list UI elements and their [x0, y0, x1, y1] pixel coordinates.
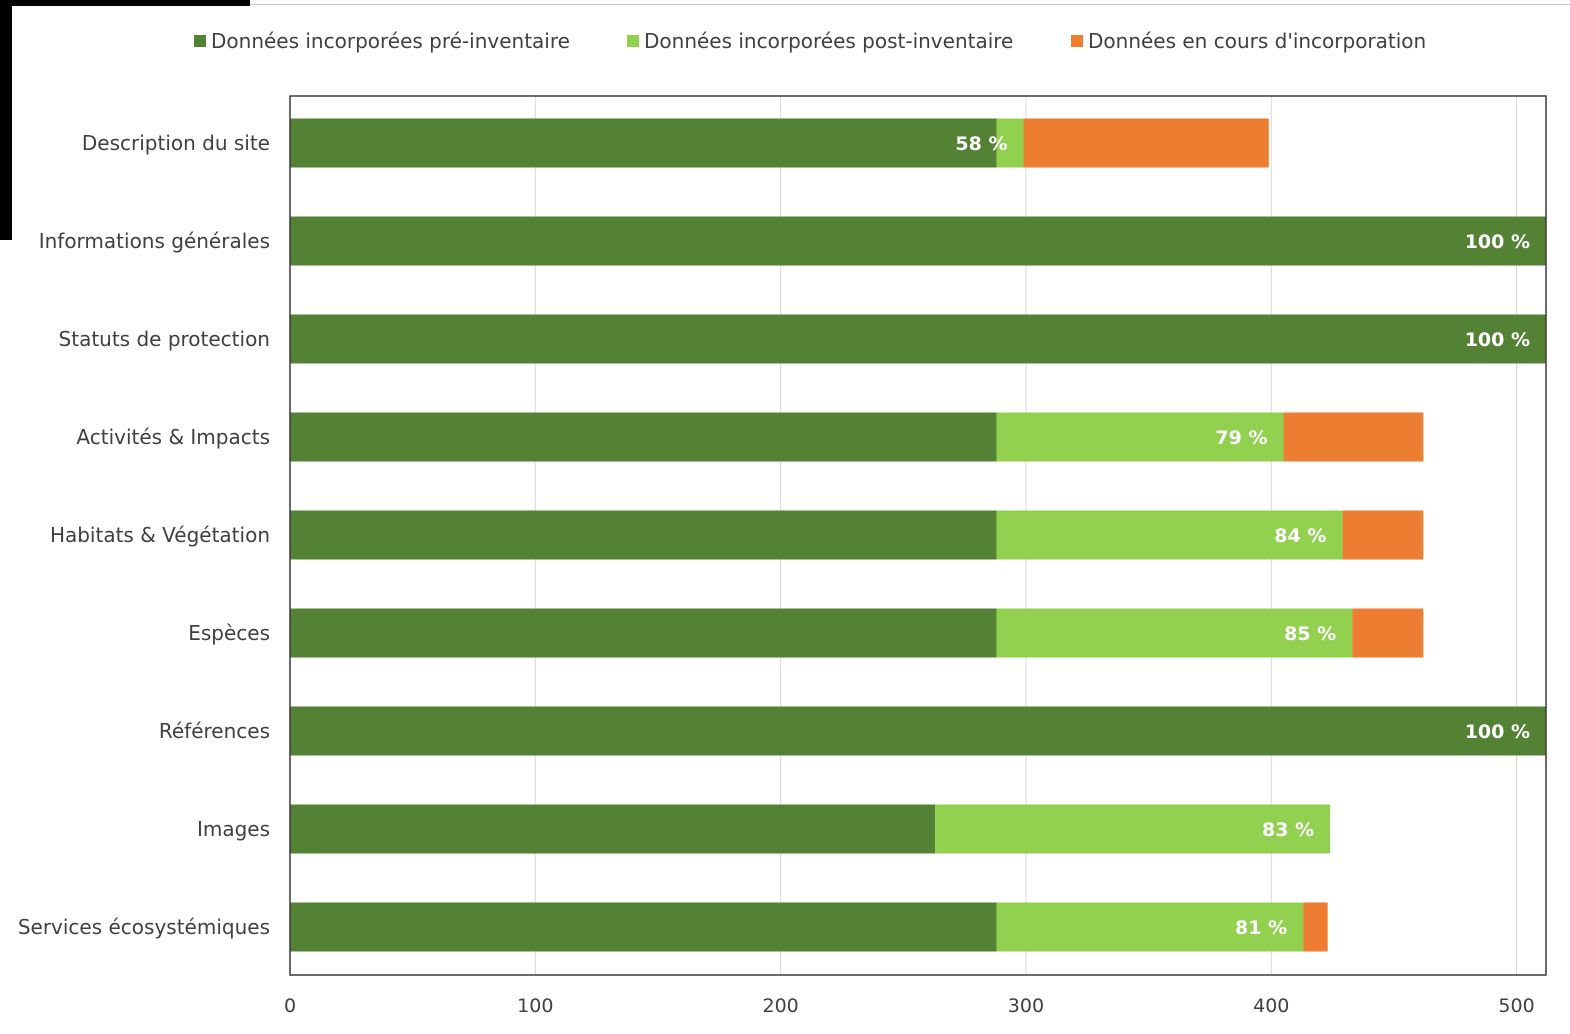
category-label-4: Habitats & Végétation [50, 523, 270, 547]
bar-3-series-2 [1283, 412, 1424, 462]
legend-label-0: Données incorporées pré-inventaire [211, 29, 570, 53]
legend-swatch-1 [627, 35, 639, 47]
bar-5-series-2 [1352, 608, 1424, 658]
bar-label-2: 100 % [1465, 329, 1530, 351]
x-tick-label-0: 0 [284, 995, 296, 1017]
bar-label-3: 79 % [1215, 427, 1267, 449]
category-label-1: Informations générales [39, 229, 270, 253]
x-tick-label-200: 200 [762, 995, 798, 1017]
frame-corner [0, 0, 12, 240]
bar-2-series-0 [290, 314, 1546, 364]
bar-5-series-0 [290, 608, 997, 658]
bar-4-series-0 [290, 510, 997, 560]
bar-3-series-0 [290, 412, 997, 462]
bar-0-series-2 [1023, 118, 1269, 168]
bar-label-4: 84 % [1274, 525, 1326, 547]
bar-0-series-0 [290, 118, 997, 168]
bar-1-series-0 [290, 216, 1546, 266]
legend-swatch-0 [194, 35, 206, 47]
category-label-6: Références [159, 719, 270, 743]
bar-5-series-1 [996, 608, 1353, 658]
x-tick-label-400: 400 [1253, 995, 1289, 1017]
category-label-8: Services écosystémiques [18, 915, 270, 939]
category-label-0: Description du site [82, 131, 270, 155]
x-tick-label-500: 500 [1498, 995, 1534, 1017]
bar-6-series-0 [290, 706, 1546, 756]
category-label-2: Statuts de protection [59, 327, 270, 351]
legend: Données incorporées pré-inventaire Donnée… [194, 29, 1426, 53]
bar-0-series-1 [996, 118, 1024, 168]
legend-label-1: Données incorporées post-inventaire [644, 29, 1013, 53]
bar-4-series-2 [1342, 510, 1424, 560]
plot-border [289, 95, 1547, 976]
frame-top-line [250, 4, 1570, 5]
bar-label-1: 100 % [1465, 231, 1530, 253]
bar-8-series-2 [1303, 902, 1328, 952]
bar-8-series-1 [996, 902, 1304, 952]
category-label-5: Espèces [188, 621, 270, 645]
bars: 58 % 100 % 100 % 79 % 84 % 85 % 100 % 83 % 81 % [290, 118, 1546, 952]
category-label-7: Images [197, 817, 270, 841]
frame-top-edge [0, 0, 250, 6]
bar-label-6: 100 % [1465, 721, 1530, 743]
bar-7-series-1 [935, 804, 1331, 854]
category-label-3: Activités & Impacts [76, 425, 270, 449]
bar-8-series-0 [290, 902, 997, 952]
bar-7-series-0 [290, 804, 936, 854]
bar-label-5: 85 % [1284, 623, 1336, 645]
bar-label-8: 81 % [1235, 917, 1287, 939]
legend-label-2: Données en cours d'incorporation [1088, 29, 1426, 53]
legend-swatch-2 [1071, 35, 1083, 47]
bar-3-series-1 [996, 412, 1284, 462]
x-tick-label-100: 100 [517, 995, 553, 1017]
x-tick-label-300: 300 [1008, 995, 1044, 1017]
plot-area-border [289, 95, 1547, 976]
x-tick-labels: 0 100 200 300 400 500 [284, 995, 1535, 1017]
bar-4-series-1 [996, 510, 1343, 560]
bar-label-7: 83 % [1262, 819, 1314, 841]
category-labels: Description du site Informations générale… [18, 131, 270, 939]
bar-label-0: 58 % [955, 133, 1007, 155]
